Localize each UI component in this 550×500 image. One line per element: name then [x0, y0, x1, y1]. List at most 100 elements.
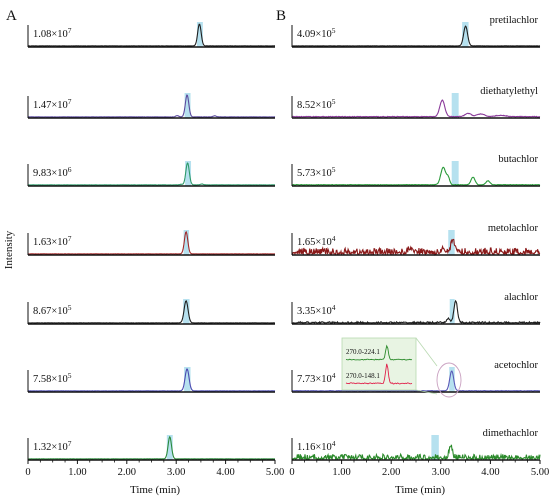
x-tick-label: 5.00 — [266, 467, 284, 478]
max-intensity-mantissa: 1.32×10 — [33, 442, 68, 453]
compound-name-label: alachlor — [504, 292, 538, 303]
chromatogram-trace — [27, 368, 276, 392]
compound-name-label: diethatylethyl — [480, 86, 538, 97]
retention-window-highlight — [431, 435, 439, 460]
chromatogram-trace — [291, 444, 541, 461]
y-axis-label: Intensity — [3, 230, 15, 269]
retention-window-highlight — [448, 230, 455, 255]
max-intensity-label: 3.35×104 — [297, 303, 336, 317]
inset-transition-trace — [345, 363, 413, 385]
max-intensity-mantissa: 1.63×10 — [33, 237, 68, 248]
inset-transition-label: 270.0-148.1 — [346, 372, 380, 380]
max-intensity-exponent: 6 — [68, 165, 72, 174]
max-intensity-exponent: 4 — [332, 371, 336, 380]
max-intensity-label: 1.32×107 — [33, 439, 72, 453]
chromatogram-trace — [27, 299, 276, 324]
max-intensity-label: 7.58×105 — [33, 371, 72, 385]
x-tick-label: 2.00 — [118, 467, 136, 478]
max-intensity-mantissa: 8.52×10 — [297, 100, 332, 111]
max-intensity-label: 8.67×105 — [33, 303, 72, 317]
max-intensity-mantissa: 1.65×10 — [297, 237, 332, 248]
chromatogram-trace — [27, 162, 276, 186]
max-intensity-exponent: 5 — [332, 165, 336, 174]
retention-window-highlight — [451, 93, 459, 118]
retention-window-highlight — [196, 22, 203, 47]
max-intensity-mantissa: 9.83×10 — [33, 168, 68, 179]
retention-window-highlight — [183, 299, 190, 324]
chromatogram-trace — [291, 25, 541, 47]
x-axis-label-a: Time (min) — [130, 484, 180, 496]
max-intensity-label: 1.08×107 — [33, 26, 72, 40]
x-tick-label: 1.00 — [68, 467, 86, 478]
panel-letter-b: B — [276, 8, 286, 24]
max-intensity-label: 9.83×106 — [33, 165, 72, 179]
chromatogram-trace — [291, 370, 541, 392]
x-tick-label: 1.00 — [332, 467, 350, 478]
max-intensity-exponent: 7 — [68, 97, 72, 106]
x-tick-label: 3.00 — [167, 467, 185, 478]
x-tick-label: 4.00 — [481, 467, 499, 478]
retention-window-highlight — [166, 435, 173, 460]
peak-zoom-ellipse — [436, 362, 462, 398]
x-tick-label: 4.00 — [216, 467, 234, 478]
chromatogram-trace — [27, 94, 276, 118]
chromatogram-trace — [291, 238, 541, 257]
chromatogram-trace — [27, 230, 276, 255]
retention-window-highlight — [185, 161, 192, 186]
chromatogram-trace — [291, 299, 541, 325]
max-intensity-label: 1.65×104 — [297, 234, 336, 248]
max-intensity-exponent: 5 — [332, 26, 336, 35]
max-intensity-exponent: 7 — [68, 439, 72, 448]
retention-window-highlight — [449, 367, 455, 392]
inset-transition-trace — [345, 344, 413, 361]
compound-name-label: dimethachlor — [483, 428, 539, 439]
x-axis-label-b: Time (min) — [395, 484, 445, 496]
retention-window-highlight — [183, 230, 190, 255]
max-intensity-mantissa: 3.35×10 — [297, 306, 332, 317]
max-intensity-exponent: 4 — [332, 439, 336, 448]
max-intensity-label: 8.52×105 — [297, 97, 336, 111]
max-intensity-exponent: 4 — [332, 303, 336, 312]
retention-window-highlight — [184, 93, 191, 118]
retention-window-highlight — [184, 367, 191, 392]
inset-box — [341, 337, 417, 391]
max-intensity-exponent: 7 — [68, 234, 72, 243]
max-intensity-exponent: 4 — [332, 234, 336, 243]
max-intensity-exponent: 5 — [332, 97, 336, 106]
inset-connector-line — [415, 389, 438, 395]
compound-name-label: butachlor — [498, 154, 538, 165]
max-intensity-label: 7.73×104 — [297, 371, 336, 385]
x-tick-label: 0 — [25, 467, 30, 478]
chromatogram-trace — [291, 99, 541, 118]
max-intensity-exponent: 5 — [68, 371, 72, 380]
max-intensity-mantissa: 5.73×10 — [297, 168, 332, 179]
x-tick-label: 5.00 — [531, 467, 549, 478]
max-intensity-label: 4.09×105 — [297, 26, 336, 40]
compound-name-label: acetochlor — [494, 360, 538, 371]
max-intensity-label: 5.73×105 — [297, 165, 336, 179]
max-intensity-mantissa: 1.08×10 — [33, 29, 68, 40]
retention-window-highlight — [451, 161, 459, 186]
max-intensity-label: 1.16×104 — [297, 439, 336, 453]
chromatogram-trace — [291, 166, 541, 186]
chromatogram-trace — [27, 435, 276, 460]
max-intensity-mantissa: 7.58×10 — [33, 374, 68, 385]
max-intensity-mantissa: 8.67×10 — [33, 306, 68, 317]
x-tick-label: 2.00 — [382, 467, 400, 478]
inset-transition-label: 270.0-224.1 — [346, 348, 380, 356]
x-tick-label: 0 — [289, 467, 294, 478]
max-intensity-label: 1.63×107 — [33, 234, 72, 248]
max-intensity-mantissa: 7.73×10 — [297, 374, 332, 385]
x-tick-label: 3.00 — [432, 467, 450, 478]
max-intensity-exponent: 7 — [68, 26, 72, 35]
compound-name-label: pretilachlor — [490, 15, 539, 26]
max-intensity-exponent: 5 — [68, 303, 72, 312]
retention-window-highlight — [462, 22, 469, 47]
compound-name-label: metolachlor — [488, 223, 539, 234]
inset-connector-line — [415, 337, 438, 367]
max-intensity-mantissa: 1.16×10 — [297, 442, 332, 453]
panel-letter-a: A — [6, 8, 17, 24]
max-intensity-mantissa: 4.09×10 — [297, 29, 332, 40]
max-intensity-mantissa: 1.47×10 — [33, 100, 68, 111]
